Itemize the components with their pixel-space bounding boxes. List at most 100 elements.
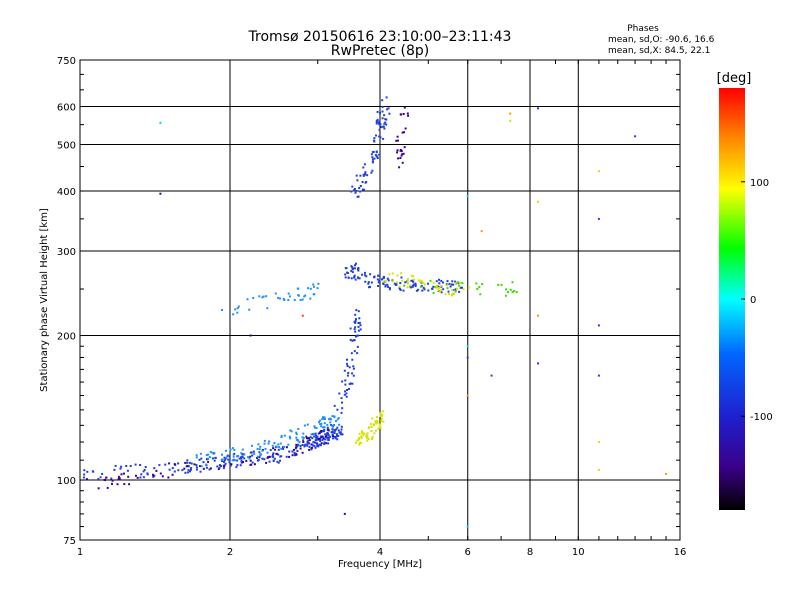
x-tick-label: 4 <box>377 547 383 558</box>
data-point <box>421 280 423 283</box>
x-tick-label: 6 <box>465 547 471 558</box>
data-point <box>277 448 280 451</box>
data-point <box>411 284 414 287</box>
data-point <box>454 280 457 283</box>
data-point <box>400 150 403 153</box>
data-point <box>355 309 358 312</box>
data-point <box>325 442 328 445</box>
data-point <box>278 446 281 449</box>
data-point <box>295 438 298 441</box>
data-point <box>370 430 373 432</box>
data-point <box>371 156 374 159</box>
data-point <box>280 436 283 439</box>
data-point <box>304 444 307 447</box>
data-point <box>409 284 412 287</box>
data-point <box>348 366 351 369</box>
data-point <box>195 456 198 459</box>
data-point <box>322 417 325 420</box>
data-point <box>365 433 368 436</box>
data-point <box>351 372 354 375</box>
data-point <box>190 462 193 465</box>
data-point <box>353 320 356 323</box>
data-point <box>97 478 100 480</box>
data-point <box>261 296 264 299</box>
data-point <box>597 468 600 471</box>
data-point <box>404 281 407 284</box>
data-point <box>140 473 143 476</box>
data-point <box>229 448 232 451</box>
data-point <box>338 423 341 426</box>
data-point <box>376 416 378 419</box>
data-point <box>359 174 362 177</box>
data-point <box>273 442 276 444</box>
data-point <box>438 282 441 285</box>
data-point <box>293 298 296 301</box>
data-point <box>362 173 365 176</box>
data-point <box>382 277 385 280</box>
data-point <box>378 153 381 156</box>
data-point <box>288 295 291 298</box>
data-point <box>398 285 401 288</box>
data-point <box>375 134 377 137</box>
data-point <box>511 291 514 294</box>
data-point <box>370 171 373 174</box>
data-point <box>357 267 360 269</box>
data-point <box>347 372 350 374</box>
data-point <box>331 424 334 427</box>
data-point <box>353 339 356 342</box>
data-point <box>634 135 637 138</box>
data-point <box>418 280 421 283</box>
data-point <box>382 125 385 128</box>
data-point <box>327 438 330 440</box>
data-point <box>277 453 280 456</box>
data-point <box>258 295 261 298</box>
data-point <box>454 282 457 285</box>
data-point <box>339 431 342 434</box>
data-point <box>250 463 253 466</box>
data-point <box>379 413 382 416</box>
data-point <box>315 439 318 442</box>
data-point <box>354 313 357 316</box>
data-point <box>275 452 278 455</box>
data-point <box>402 113 405 115</box>
data-point <box>326 436 329 439</box>
data-point <box>358 441 361 444</box>
chart-subtitle: RwPretec (8p) <box>331 43 429 59</box>
data-point <box>330 418 332 421</box>
data-point <box>266 451 269 454</box>
data-point <box>164 463 167 466</box>
data-point <box>248 308 251 311</box>
data-point <box>388 273 391 276</box>
data-point <box>343 512 346 515</box>
data-point <box>280 434 283 437</box>
data-point <box>249 334 252 337</box>
data-point <box>385 123 388 126</box>
data-point <box>371 438 374 440</box>
data-point <box>406 112 409 115</box>
data-point <box>285 455 288 458</box>
data-point <box>301 314 304 317</box>
data-point <box>225 449 227 452</box>
data-point <box>357 322 360 324</box>
data-point <box>343 369 346 372</box>
data-point <box>272 459 275 462</box>
data-point <box>395 139 398 142</box>
data-point <box>287 292 290 295</box>
data-point <box>283 445 286 448</box>
data-point <box>306 444 309 447</box>
data-point <box>152 473 154 476</box>
data-point <box>314 446 317 449</box>
data-point <box>374 154 377 157</box>
data-point <box>265 295 268 298</box>
data-point <box>376 118 379 121</box>
data-point <box>383 127 386 130</box>
data-point <box>379 112 381 115</box>
data-point <box>431 287 434 290</box>
data-point <box>247 456 249 459</box>
data-point <box>308 439 311 442</box>
data-point <box>171 467 174 470</box>
data-point <box>142 470 145 473</box>
data-point <box>207 457 209 460</box>
data-point <box>111 479 114 482</box>
data-point <box>153 467 156 470</box>
